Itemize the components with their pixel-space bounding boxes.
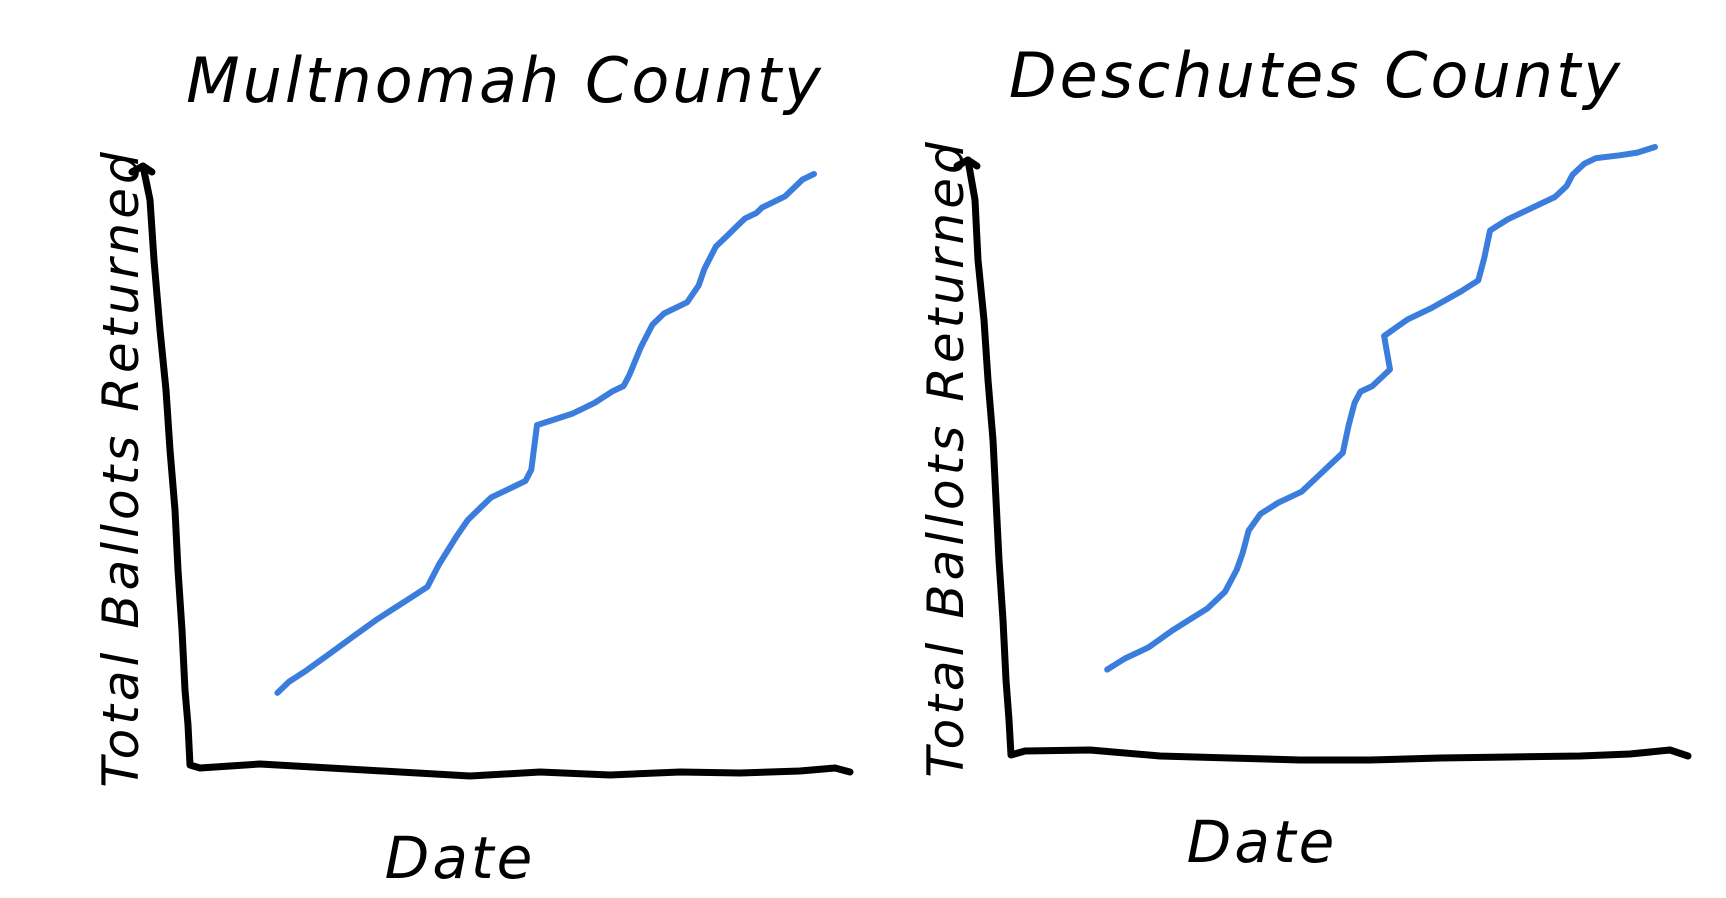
chart-title: Multnomah County xyxy=(186,44,824,117)
axis-lines xyxy=(139,162,854,780)
y-axis-label: Total Ballots Returned xyxy=(917,138,975,777)
x-axis-label: Date xyxy=(385,824,536,892)
chart-title: Deschutes County xyxy=(1009,39,1623,112)
series-line xyxy=(1104,144,1658,673)
series-line xyxy=(274,171,817,696)
multnomah-chart: Multnomah County Total Ballots Returned … xyxy=(92,44,854,892)
series-group xyxy=(274,171,817,696)
y-axis-cap xyxy=(953,156,981,170)
x-axis-label: Date xyxy=(1187,808,1338,876)
deschutes-chart: Deschutes County Total Ballots Returned … xyxy=(917,39,1692,876)
series-group xyxy=(1104,144,1658,673)
axis-lines xyxy=(964,156,1692,764)
y-axis-cap xyxy=(128,162,156,176)
y-axis-label: Total Ballots Returned xyxy=(92,148,150,787)
